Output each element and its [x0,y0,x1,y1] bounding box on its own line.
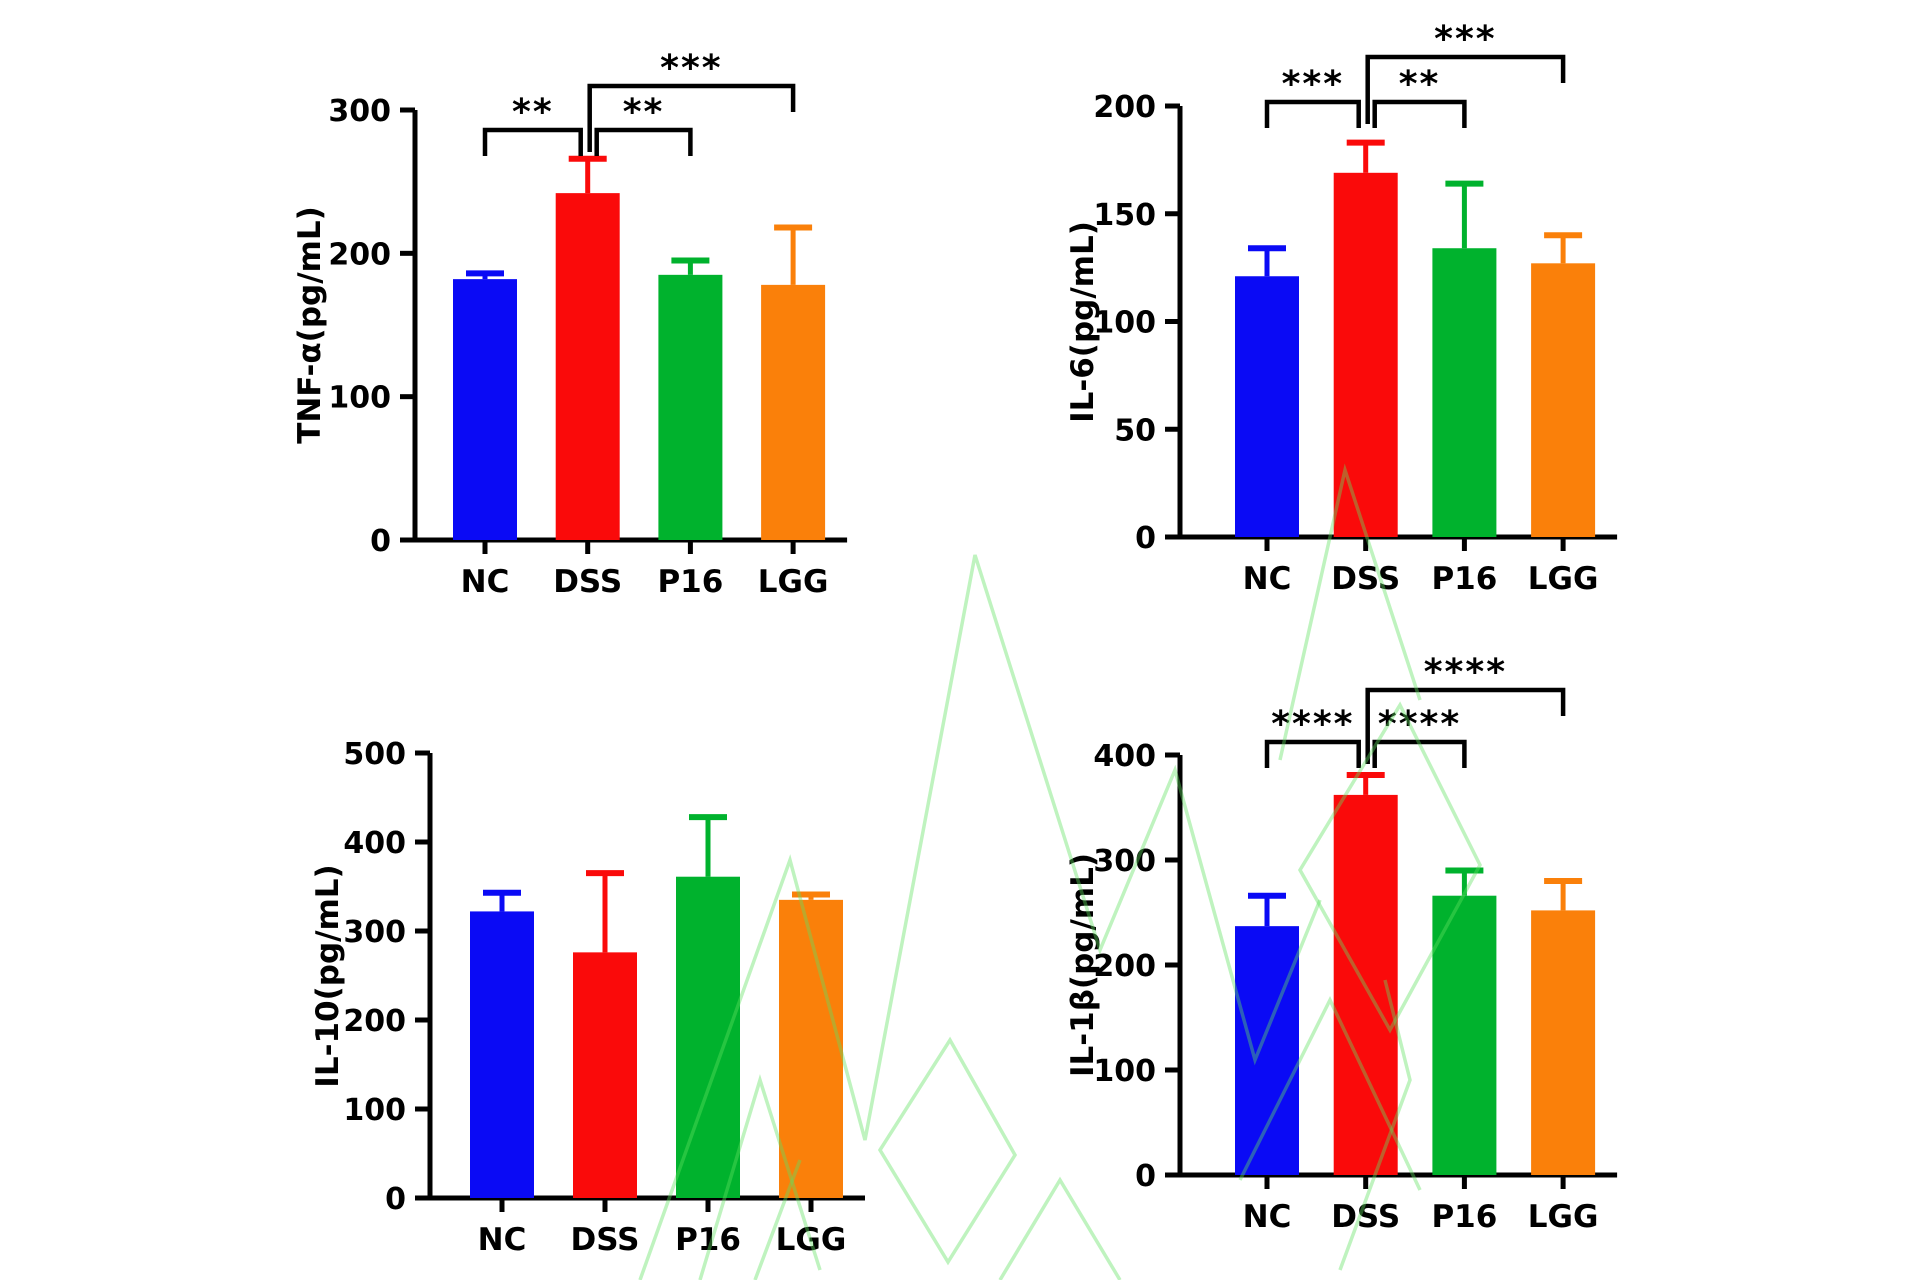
y-tick-label: 100 [343,1093,406,1128]
x-category-label: NC [1243,1199,1292,1235]
chart-il-1beta: IL-1β(pg/mL) 0 100 200 300 400 NC DSS P16 LGG ***… [1065,640,1730,1280]
y-tick-label: 100 [328,381,391,416]
x-category-label: P16 [1431,561,1497,597]
y-tick-label: 50 [1114,413,1156,448]
significance-bracket [1372,99,1467,128]
significance-bracket [1365,687,1566,764]
significance-stars: **** [1378,704,1461,745]
y-tick-label: 500 [343,737,406,772]
y-tick-label: 300 [1093,844,1156,879]
bar-p16 [676,876,740,1198]
significance-stars: ** [512,92,554,133]
x-category-label: NC [1243,561,1292,597]
x-category-label: DSS [1331,1199,1400,1235]
bar-lgg [1531,910,1596,1175]
x-category-label: LGG [1528,1199,1599,1235]
significance-stars: **** [1271,704,1354,745]
y-tick-label: 0 [370,524,391,559]
significance-bracket [1264,99,1361,128]
x-category-label: NC [461,564,510,600]
significance-stars: *** [660,48,722,89]
x-category-label: LGG [758,564,829,600]
significance-stars: *** [1434,19,1496,60]
bar-dss [1333,172,1398,537]
y-tick-label: 200 [328,237,391,272]
significance-stars: ** [623,92,665,133]
bar-p16 [1432,248,1497,538]
significance-bracket [482,127,583,156]
chart-tnf-alpha: TNF-α(pg/mL) 0 100 200 300 NC DSS P16 LGG ** ** **… [292,20,925,640]
x-category-label: LGG [776,1222,847,1258]
x-category-label: P16 [675,1222,741,1258]
bar-lgg [761,284,826,540]
y-tick-label: 150 [1093,198,1156,233]
chart-plot-il-1beta: 0 100 200 300 400 NC DSS P16 LGG **** **** **** [1093,652,1618,1235]
bar-p16 [1432,895,1497,1175]
significance-bracket [1264,739,1361,768]
significance-stars: *** [1282,64,1344,105]
x-category-label: DSS [553,564,622,600]
x-category-label: DSS [1331,561,1400,597]
bar-lgg [779,899,843,1198]
y-tick-label: 100 [1093,306,1156,341]
significance-bracket [587,83,796,152]
bar-dss [1333,794,1398,1175]
x-category-label: P16 [657,564,723,600]
y-tick-label: 200 [343,1004,406,1039]
x-category-label: NC [478,1222,527,1258]
x-category-label: P16 [1431,1199,1497,1235]
chart-il-6: IL-6(pg/mL) 0 50 100 150 200 NC DSS P16 LGG *** **… [1065,0,1730,640]
bar-dss [573,952,637,1198]
bar-nc [1235,926,1299,1175]
significance-bracket [1372,739,1467,768]
significance-stars: ** [1399,64,1441,105]
y-tick-label: 300 [328,94,391,129]
y-tick-label: 300 [343,915,406,950]
y-tick-label: 400 [343,826,406,861]
significance-stars: **** [1424,652,1507,693]
y-tick-label: 200 [1093,949,1156,984]
y-tick-label: 200 [1093,90,1156,125]
x-category-label: LGG [1528,561,1599,597]
bar-lgg [1531,263,1596,537]
bar-dss [555,193,620,540]
y-tick-label: 100 [1093,1054,1156,1089]
bar-nc [1235,276,1299,537]
chart-il-10: IL-10(pg/mL) 0 100 200 300 400 500 NC DSS P16 LGG [310,640,960,1280]
y-tick-label: 0 [385,1182,406,1217]
significance-bracket [594,127,693,156]
chart-plot-il-10: 0 100 200 300 400 500 NC DSS P16 LGG [343,737,865,1258]
x-category-label: DSS [571,1222,640,1258]
bar-nc [470,911,534,1198]
y-tick-label: 0 [1135,1159,1156,1194]
bar-nc [453,279,517,540]
y-tick-label: 0 [1135,521,1156,556]
y-tick-label: 400 [1093,739,1156,774]
significance-bracket [1365,54,1566,124]
bar-p16 [658,274,723,540]
